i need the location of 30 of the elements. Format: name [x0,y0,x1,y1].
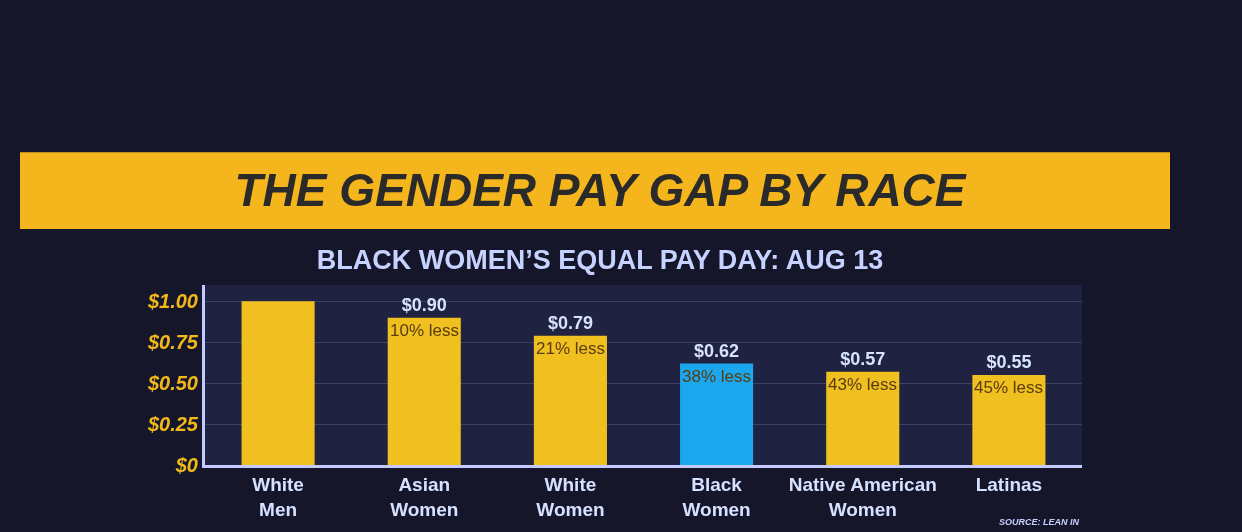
data-label: $0.57 [840,348,886,369]
annotation: 10% less [390,321,459,340]
bar [680,363,754,465]
bar [533,335,607,465]
x-tick-label: Black Women [682,473,751,520]
data-label: $0.62 [694,340,740,361]
bar [241,301,315,465]
x-tick-label: White Women [536,473,605,520]
bar [972,375,1046,465]
data-label: $0.55 [986,352,1032,372]
x-tick-label: White Men [252,473,304,520]
x-tick-label: Asian Women [390,473,459,520]
y-tick-label: $0.50 [146,372,198,395]
x-tick-label: Native American Women [788,473,937,520]
source-note: SOURCE: LEAN IN [999,517,1080,527]
annotation: 21% less [536,339,605,358]
data-label: $0.90 [401,294,447,315]
annotation: 38% less [682,367,751,386]
y-tick-label: $1.00 [146,290,198,313]
annotation: 43% less [828,375,897,394]
y-tick-label: $0.75 [146,331,199,354]
x-tick-label: Latinas [975,473,1043,495]
bar [826,371,900,465]
chart-title: THE GENDER PAY GAP BY RACE [234,164,967,217]
bar [387,317,461,465]
y-tick-label: $0.25 [146,413,199,436]
chart-subtitle: BLACK WOMEN’S EQUAL PAY DAY: AUG 13 [316,244,884,275]
annotation: 45% less [974,378,1043,397]
y-tick-label: $0 [174,454,198,476]
data-label: $0.79 [547,312,593,333]
